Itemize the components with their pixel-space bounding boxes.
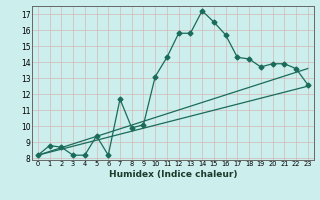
X-axis label: Humidex (Indice chaleur): Humidex (Indice chaleur) <box>108 170 237 179</box>
